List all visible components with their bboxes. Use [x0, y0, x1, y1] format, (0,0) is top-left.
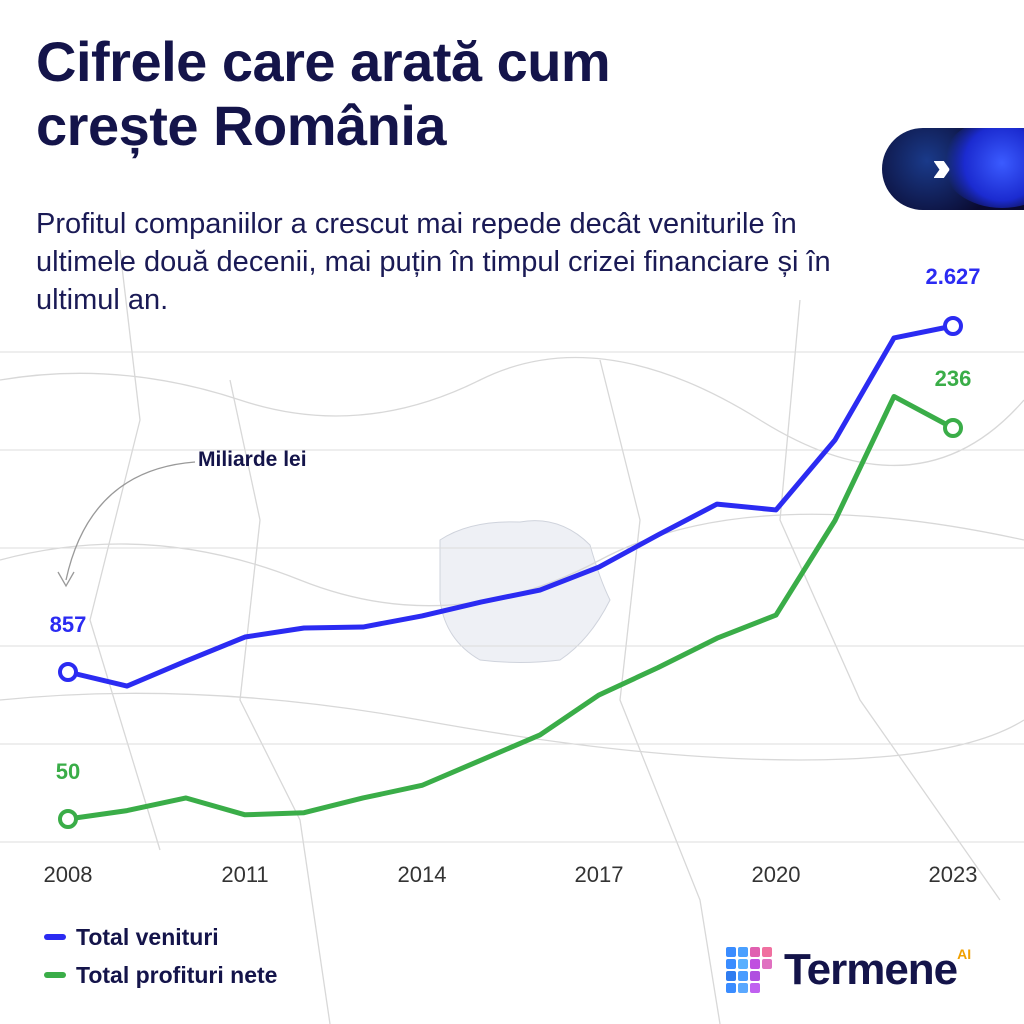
cube-cell [726, 983, 736, 993]
cube-cell [738, 971, 748, 981]
endpoint-marker [58, 809, 78, 829]
cube-cell [726, 947, 736, 957]
cube-cell [738, 959, 748, 969]
logo-text: Termene [784, 945, 958, 994]
cube-cell [762, 947, 772, 957]
legend: Total venituri Total profituri nete [44, 918, 277, 994]
legend-swatch [44, 934, 66, 940]
series-line-0 [67, 323, 954, 689]
cube-cell [750, 959, 760, 969]
cube-cell [750, 971, 760, 981]
cube-cell [762, 971, 772, 981]
cube-cell [738, 983, 748, 993]
logo-ai: AI [957, 946, 972, 962]
annotation-arrow [65, 461, 196, 581]
series-line-1 [67, 393, 955, 822]
data-label: 50 [56, 759, 80, 784]
endpoint-marker [943, 316, 963, 336]
cube-cell [726, 971, 736, 981]
title-line-1: Cifrele care arată cum [36, 30, 611, 93]
legend-item-venituri: Total venituri [44, 918, 277, 956]
x-tick-label: 2023 [929, 862, 978, 887]
subtitle: Profitul companiilor a crescut mai reped… [36, 208, 831, 316]
arrow-head-icon [57, 571, 75, 588]
cube-cell [762, 959, 772, 969]
legend-label: Total profituri nete [76, 961, 278, 988]
next-badge[interactable]: ›› [882, 128, 1024, 210]
termene-logo: Termene AI [726, 945, 971, 995]
x-tick-label: 2008 [44, 862, 93, 887]
data-label: 236 [935, 366, 972, 391]
cube-cell [738, 947, 748, 957]
title-line-2: crește România [36, 94, 447, 157]
data-label: 857 [50, 612, 87, 637]
cube-cell [726, 959, 736, 969]
endpoint-marker [58, 662, 78, 682]
x-tick-label: 2011 [221, 862, 268, 887]
legend-label: Total venituri [76, 923, 219, 950]
cube-cell [750, 983, 760, 993]
cube-cell [762, 983, 772, 993]
page-title: Cifrele care arată cum crește România [36, 30, 611, 158]
data-label: 2.627 [925, 264, 980, 289]
cube-cell [750, 947, 760, 957]
x-tick-label: 2020 [752, 862, 801, 887]
x-tick-label: 2017 [575, 862, 624, 887]
cube-logo-icon [726, 947, 772, 993]
endpoint-marker [943, 418, 963, 438]
x-tick-label: 2014 [398, 862, 447, 887]
legend-swatch [44, 972, 66, 978]
unit-annotation: Miliarde lei [198, 448, 307, 471]
legend-item-profituri: Total profituri nete [44, 956, 277, 994]
